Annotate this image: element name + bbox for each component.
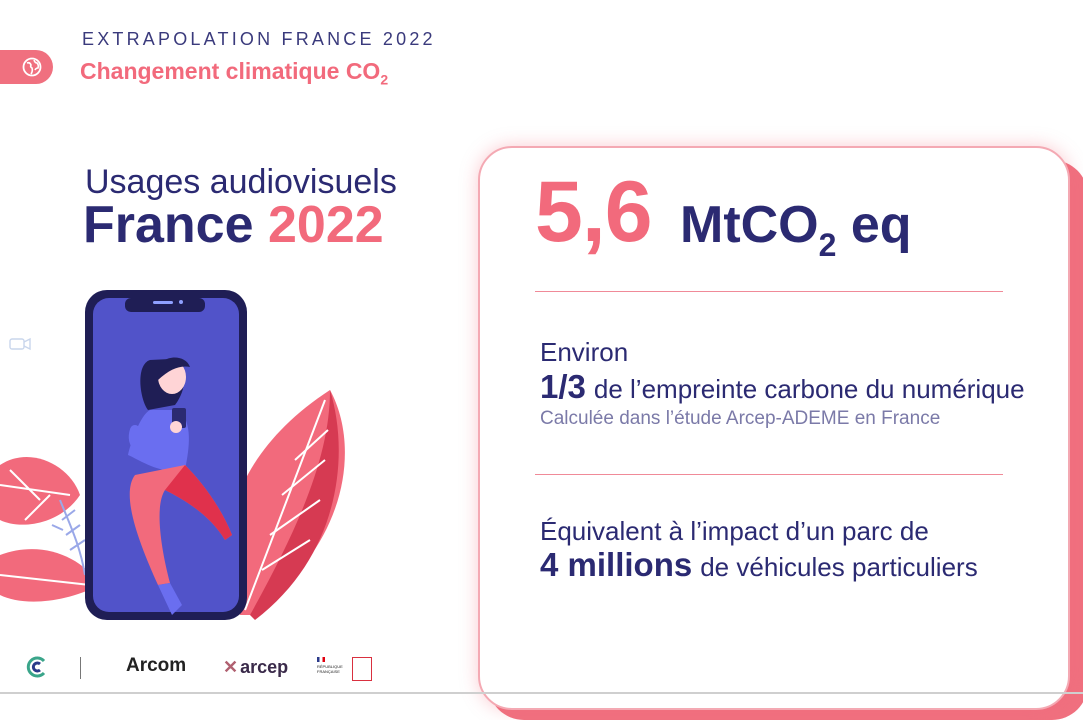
footer-logos: Arcom ✕ arcep RÉPUBLIQUE FRANÇAISE xyxy=(0,645,420,693)
headline-line2: France 2022 xyxy=(83,196,384,254)
stat1-line: 1/3 de l’empreinte carbone du numérique xyxy=(540,368,1025,406)
stat1-text: de l’empreinte carbone du numérique xyxy=(593,374,1025,404)
stat2-text: de véhicules particuliers xyxy=(700,552,978,582)
header-title: Changement climatique CO2 xyxy=(80,58,389,88)
leaf-icon xyxy=(227,390,345,620)
cnc-logo-icon xyxy=(26,656,46,678)
rf-logo: RÉPUBLIQUE FRANÇAISE xyxy=(317,657,347,674)
stat2-line: 4 millions de véhicules particuliers xyxy=(540,546,978,584)
divider-middle xyxy=(535,474,1003,475)
stat1-intro: Environ xyxy=(540,337,629,367)
arcom-logo: Arcom xyxy=(126,655,187,676)
divider-top xyxy=(535,291,1003,292)
stat1-value: 1/3 xyxy=(540,368,586,405)
woman-with-phone-illustration xyxy=(0,290,345,620)
headline-year: 2022 xyxy=(267,196,384,254)
flag-icon xyxy=(317,657,325,662)
arcep-mark-icon: ✕ xyxy=(223,657,239,677)
big-unit: MtCO2 eq xyxy=(680,196,912,263)
headline-line1: Usages audiovisuels xyxy=(85,163,397,201)
header-pill xyxy=(0,50,53,84)
bottom-border xyxy=(0,692,1083,694)
stat1-note: Calculée dans l’étude Arcep-ADEME en Fra… xyxy=(540,408,941,429)
header-kicker: EXTRAPOLATION FRANCE 2022 xyxy=(82,29,436,49)
stat2-intro: Équivalent à l’impact d’un parc de xyxy=(540,516,929,546)
camera-doodle-icon xyxy=(9,337,31,351)
logo-separator xyxy=(80,657,81,679)
arcep-logo: ✕ arcep xyxy=(223,657,289,677)
globe-icon xyxy=(22,57,42,77)
ademe-logo-icon xyxy=(352,657,372,681)
stat2-value: 4 millions xyxy=(540,546,693,583)
big-number: 5,6 xyxy=(535,164,653,260)
